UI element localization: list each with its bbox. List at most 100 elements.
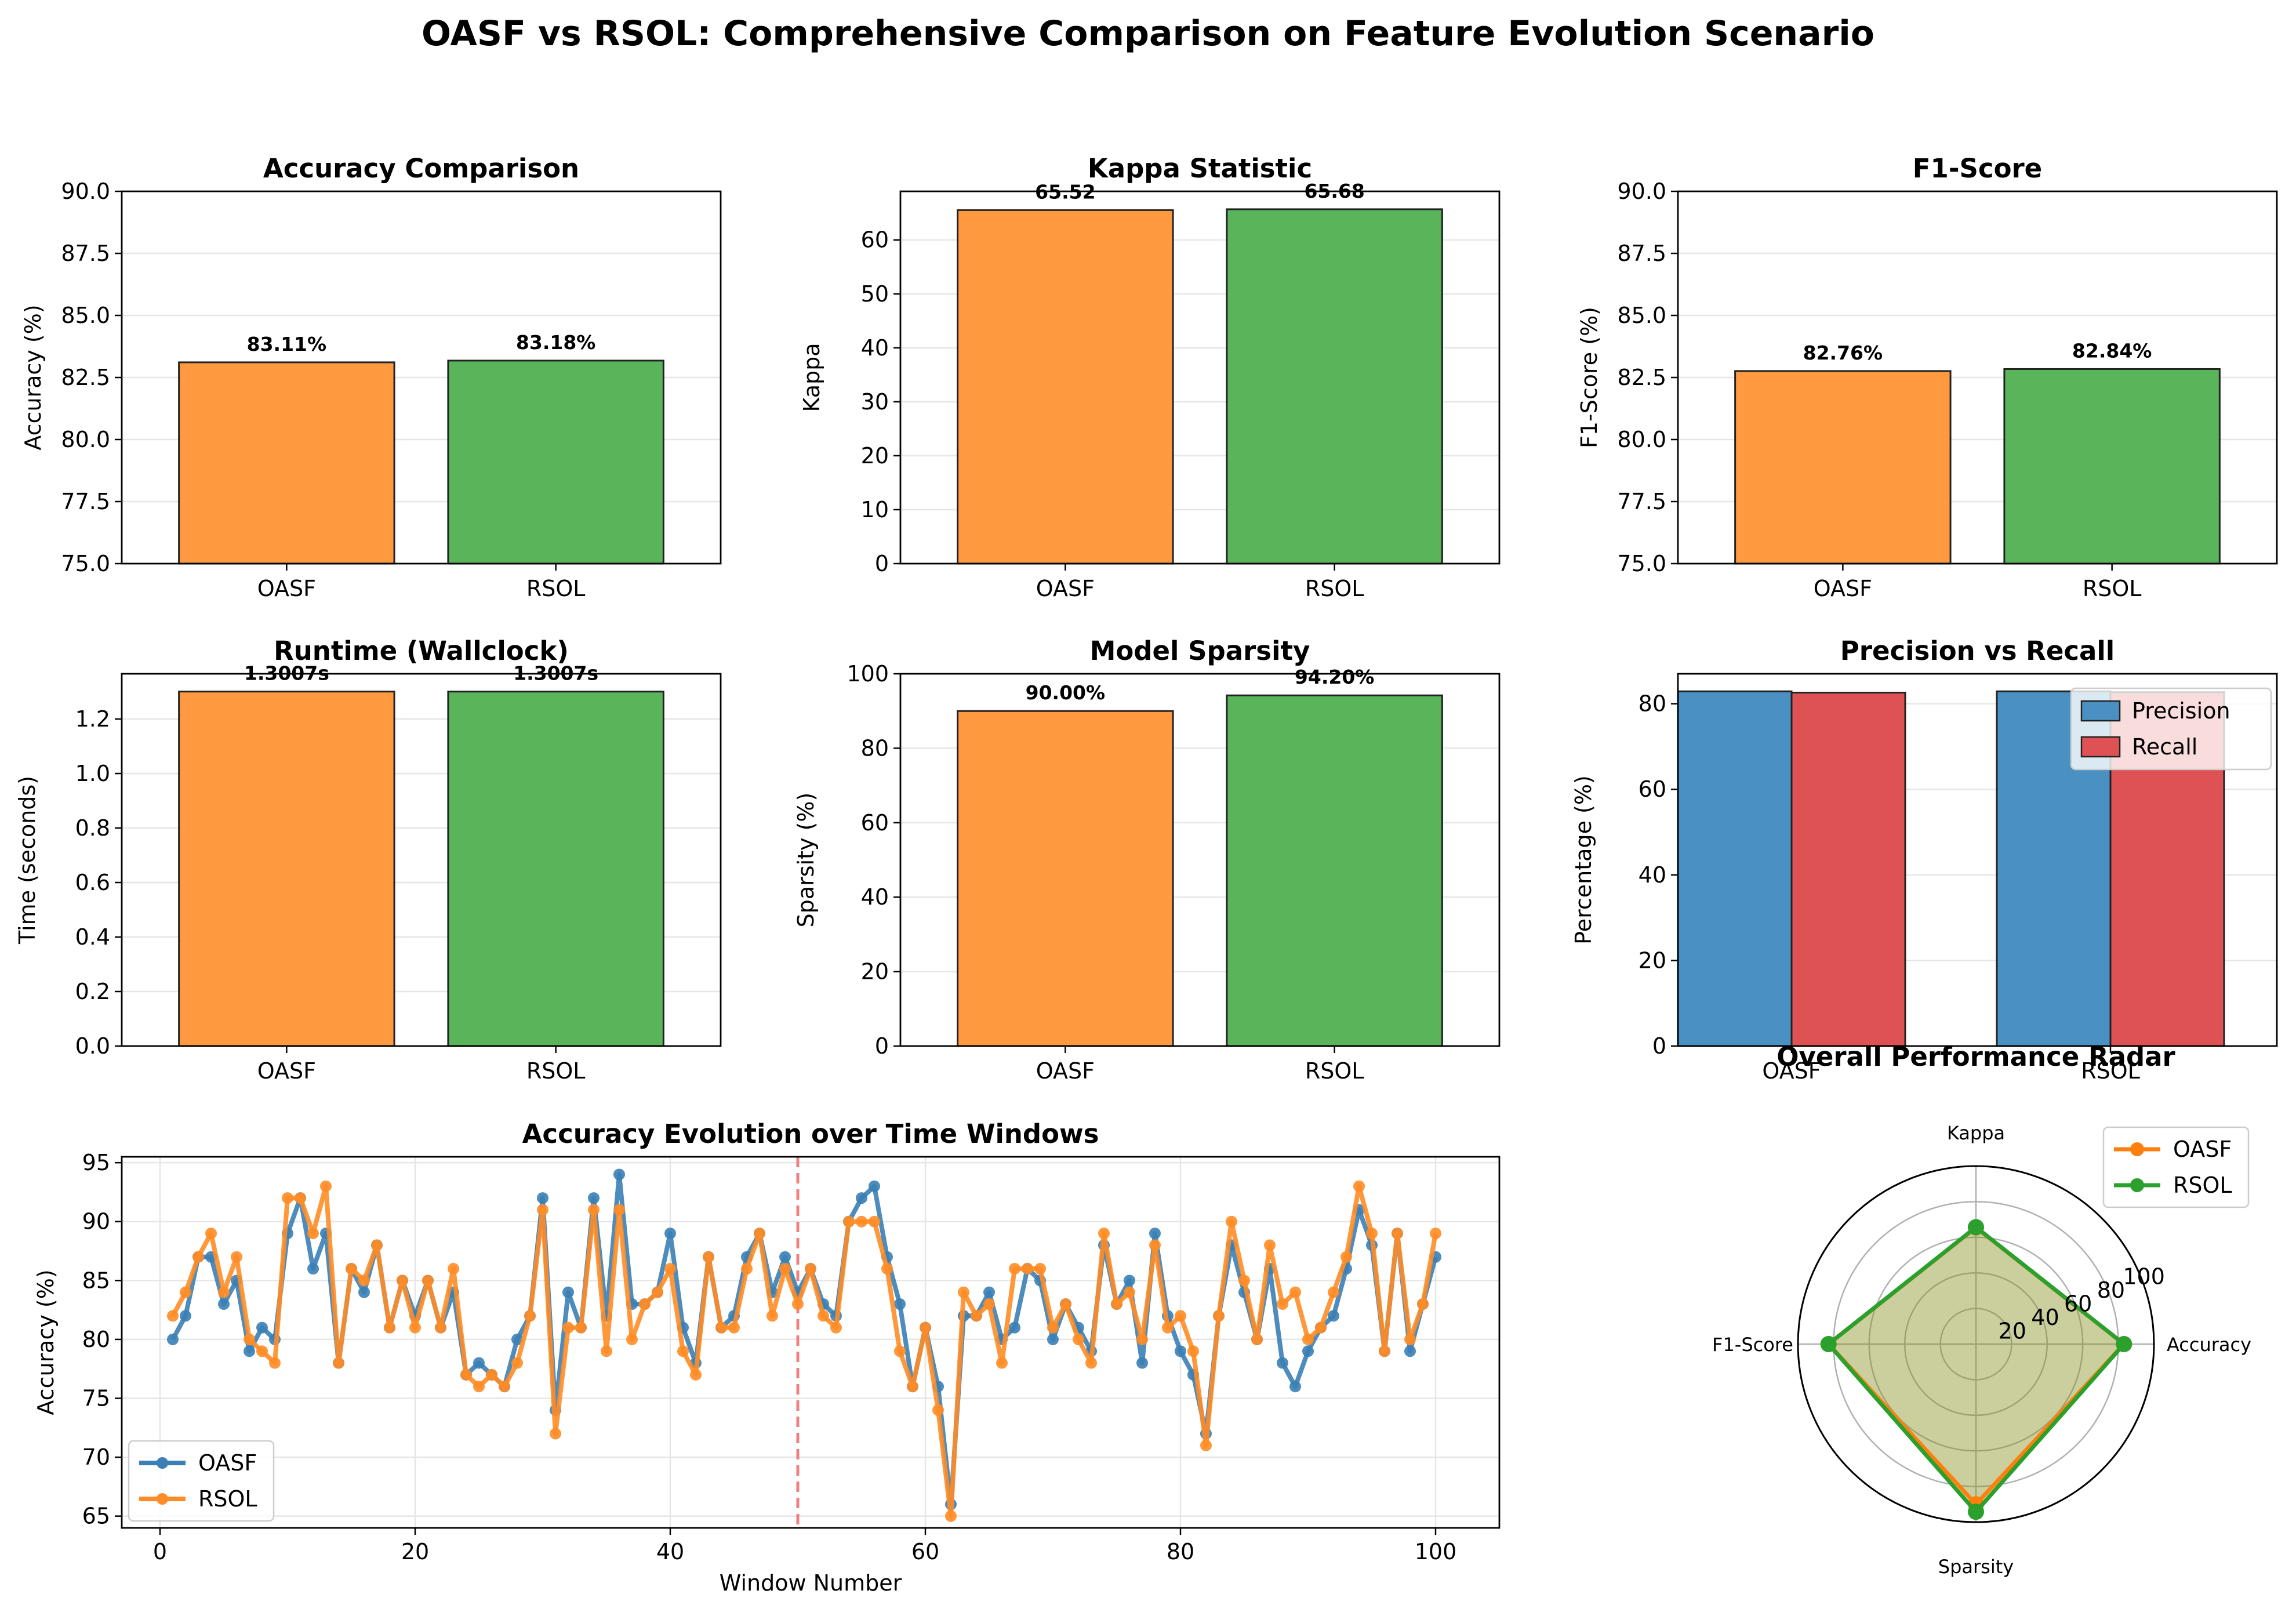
data-point-oasf bbox=[1047, 1333, 1059, 1345]
radar-axis-label: Sparsity bbox=[1938, 1556, 2014, 1578]
data-point-rsol bbox=[677, 1345, 689, 1357]
x-tick-label: RSOL bbox=[2083, 576, 2142, 601]
data-point-rsol bbox=[1022, 1263, 1033, 1275]
y-tick-label: 20 bbox=[861, 959, 889, 985]
y-tick-label: 80 bbox=[82, 1327, 110, 1352]
bar-oasf bbox=[957, 209, 1174, 565]
y-tick-label: 0.6 bbox=[75, 870, 110, 895]
data-point-oasf bbox=[537, 1192, 548, 1204]
axes-frame bbox=[121, 673, 722, 1047]
data-point-rsol bbox=[1277, 1298, 1288, 1310]
y-tick-label: 1.0 bbox=[75, 761, 110, 786]
legend-label: OASF bbox=[2173, 1137, 2232, 1162]
y-tick-label: 0.0 bbox=[75, 1033, 110, 1059]
x-tick-label: 60 bbox=[911, 1539, 939, 1564]
data-point-rsol bbox=[1047, 1321, 1059, 1334]
y-tick-label: 0 bbox=[875, 1033, 889, 1059]
data-point-rsol bbox=[1124, 1286, 1135, 1298]
y-tick-label: 82.5 bbox=[1617, 365, 1666, 390]
y-tick-label: 10 bbox=[861, 497, 889, 522]
bar-rsol bbox=[447, 360, 664, 565]
x-tick-label: 20 bbox=[401, 1539, 429, 1564]
data-point-rsol bbox=[1302, 1333, 1314, 1345]
data-point-rsol bbox=[703, 1251, 714, 1263]
data-point-rsol bbox=[256, 1345, 268, 1357]
data-point-rsol bbox=[575, 1321, 587, 1334]
data-point-rsol bbox=[1417, 1298, 1429, 1310]
y-tick-label: 95 bbox=[82, 1150, 110, 1175]
bar-rsol bbox=[2003, 368, 2221, 565]
radar-outer-ring bbox=[1797, 1165, 2155, 1523]
data-point-rsol bbox=[422, 1275, 434, 1287]
data-point-rsol bbox=[1392, 1228, 1403, 1240]
bar-oasf bbox=[1734, 370, 1952, 565]
x-tick-label: OASF bbox=[1814, 576, 1872, 601]
legend: OASF RSOL bbox=[2102, 1126, 2250, 1208]
data-point-oasf bbox=[869, 1180, 880, 1192]
data-point-oasf bbox=[983, 1286, 995, 1298]
y-tick-label: 60 bbox=[861, 810, 889, 836]
data-point-rsol bbox=[1098, 1228, 1110, 1240]
bar-oasf bbox=[178, 691, 395, 1047]
data-point-rsol bbox=[371, 1239, 383, 1251]
data-point-rsol bbox=[499, 1381, 510, 1393]
data-point-rsol bbox=[295, 1192, 306, 1204]
data-point-rsol bbox=[1111, 1298, 1122, 1310]
bar-rsol bbox=[1226, 694, 1443, 1047]
data-point-oasf bbox=[856, 1192, 867, 1204]
data-point-oasf bbox=[511, 1333, 523, 1345]
y-tick-label: 40 bbox=[1639, 862, 1666, 888]
y-tick-label: 87.5 bbox=[1617, 241, 1666, 266]
data-point-rsol bbox=[307, 1228, 319, 1240]
data-point-rsol bbox=[613, 1204, 625, 1216]
y-tick-label: 1.2 bbox=[75, 706, 110, 732]
y-tick-label: 75.0 bbox=[61, 551, 110, 576]
data-point-oasf bbox=[1175, 1345, 1186, 1357]
data-point-rsol bbox=[1430, 1228, 1441, 1240]
subplot-title: Kappa Statistic bbox=[1088, 153, 1312, 184]
axes-frame bbox=[899, 673, 1501, 1047]
y-tick-label: 0 bbox=[875, 551, 889, 576]
data-point-oasf bbox=[167, 1333, 179, 1345]
y-tick-label: 77.5 bbox=[1617, 489, 1666, 514]
y-axis-label: F1-Score (%) bbox=[1576, 307, 1602, 448]
y-axis-label: Accuracy (%) bbox=[20, 304, 46, 450]
legend-label: RSOL bbox=[2173, 1172, 2232, 1198]
y-tick-label: 80 bbox=[1639, 691, 1666, 717]
data-point-oasf bbox=[1328, 1310, 1339, 1322]
axes-frame bbox=[899, 190, 1501, 565]
data-point-rsol bbox=[180, 1286, 191, 1298]
data-point-rsol bbox=[550, 1428, 561, 1440]
y-tick-label: 90 bbox=[82, 1209, 110, 1235]
y-tick-label: 87.5 bbox=[61, 241, 110, 266]
data-point-rsol bbox=[932, 1404, 944, 1416]
data-point-oasf bbox=[613, 1168, 625, 1181]
subplots: 75.0 77.5 80.0 82.5 85.0 87.5 90.0 Accuracy Com… bbox=[14, 153, 2278, 1596]
y-tick-label: 80.0 bbox=[61, 427, 110, 452]
y-axis-label: Sparsity (%) bbox=[793, 793, 819, 928]
legend-swatch bbox=[2080, 700, 2121, 722]
x-tick-label: OASF bbox=[1036, 1058, 1095, 1084]
radar-r-label: 20 bbox=[1999, 1319, 2026, 1344]
legend-label: Precision bbox=[2132, 698, 2230, 724]
y-tick-label: 75 bbox=[82, 1386, 110, 1411]
subplot-title: Accuracy Comparison bbox=[263, 153, 579, 184]
data-point-rsol bbox=[907, 1381, 918, 1393]
legend-marker bbox=[157, 1457, 168, 1469]
data-point-rsol bbox=[1187, 1345, 1199, 1357]
radar-point-rsol bbox=[2116, 1336, 2132, 1352]
legend-label: OASF bbox=[198, 1450, 257, 1476]
data-point-rsol bbox=[397, 1275, 408, 1287]
y-tick-label: 80.0 bbox=[1617, 427, 1666, 452]
y-tick-label: 80 bbox=[861, 735, 889, 761]
data-point-rsol bbox=[1404, 1333, 1416, 1345]
data-point-rsol bbox=[1009, 1263, 1020, 1275]
legend-box bbox=[2070, 687, 2272, 771]
data-point-rsol bbox=[486, 1368, 497, 1381]
x-tick-label: 80 bbox=[1167, 1539, 1194, 1564]
y-tick-label: 0 bbox=[1652, 1033, 1666, 1059]
radar-fill-oasf bbox=[1828, 1227, 2124, 1505]
data-point-oasf bbox=[244, 1345, 255, 1357]
data-point-rsol bbox=[1251, 1333, 1263, 1345]
